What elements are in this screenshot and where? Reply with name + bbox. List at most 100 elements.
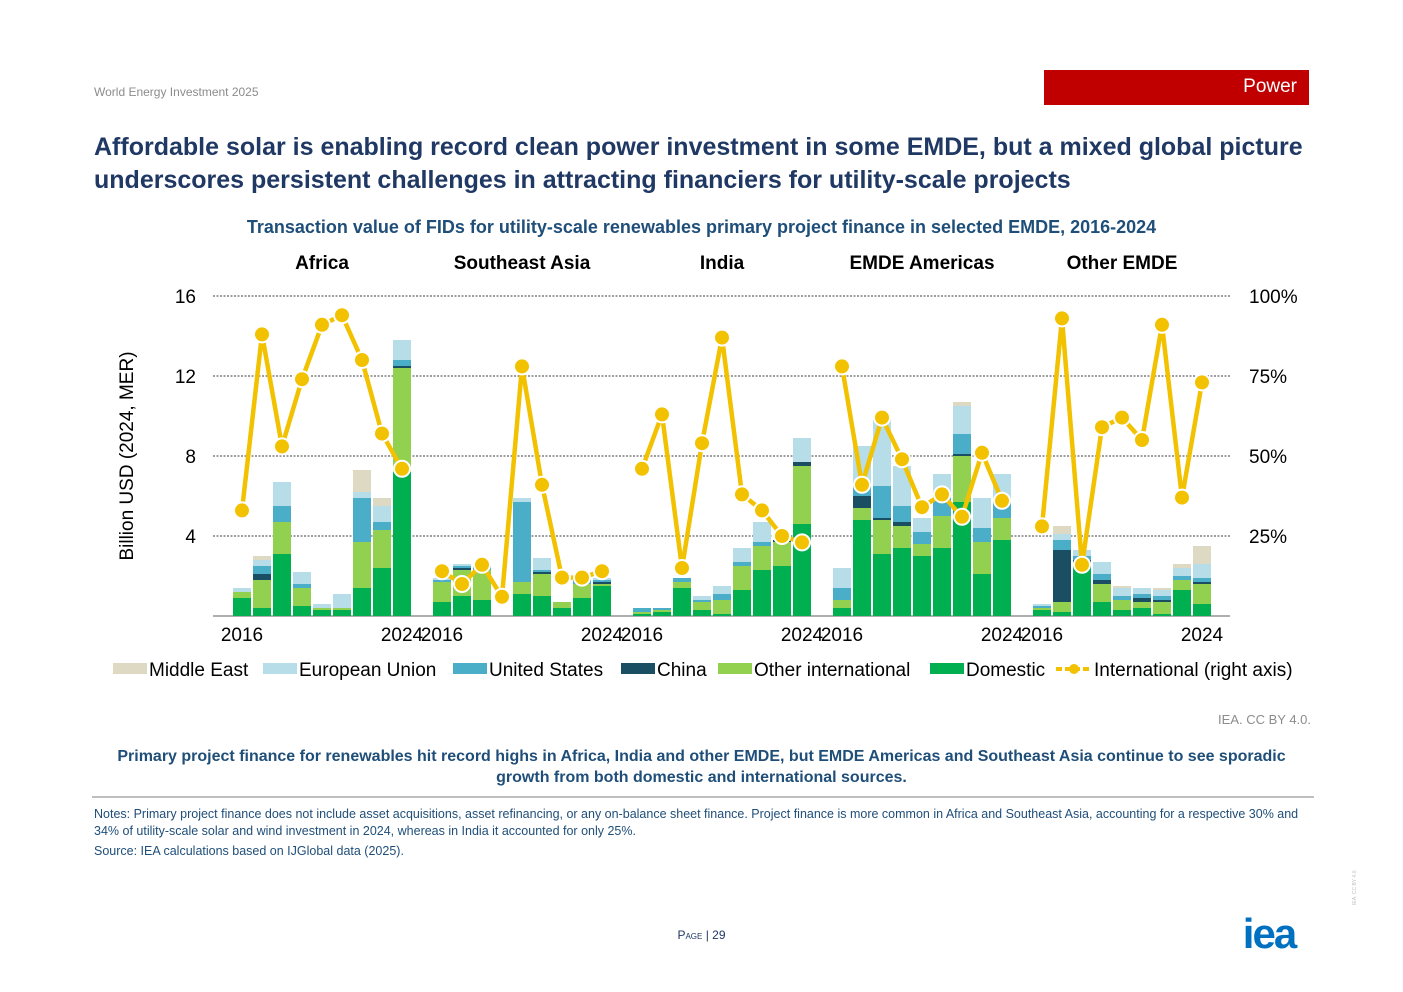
bar-segment xyxy=(1053,526,1071,534)
legend-layer: Middle East European Union United States Ch… xyxy=(113,660,1293,681)
bar-segment xyxy=(453,566,471,568)
x-tick-label: 2024 xyxy=(781,625,824,646)
line-point xyxy=(853,475,871,494)
line-point xyxy=(1073,555,1091,574)
legend-swatch xyxy=(263,663,297,674)
legend-label: United States xyxy=(489,660,603,681)
line-point xyxy=(573,568,591,587)
bar-segment xyxy=(953,502,971,616)
bar-segment xyxy=(293,606,311,616)
x-tick-label: 2024 xyxy=(581,625,624,646)
bar-segment xyxy=(513,582,531,594)
bar-segment xyxy=(373,498,391,506)
bar-segment xyxy=(1113,588,1131,596)
legend-swatch xyxy=(718,663,752,674)
bar-segment xyxy=(1113,596,1131,600)
line-point xyxy=(1153,315,1171,334)
bar-segment xyxy=(1113,586,1131,588)
bar-segment xyxy=(293,588,311,606)
bar-segment xyxy=(513,502,531,582)
bar-segment xyxy=(1093,580,1111,584)
line-point xyxy=(233,501,251,520)
bar-segment xyxy=(373,568,391,616)
y-tick-label: 16 xyxy=(175,287,196,308)
bar-segment xyxy=(1133,588,1151,594)
x-tick-label: 2016 xyxy=(621,625,663,646)
bar-segment xyxy=(393,368,411,472)
bar-segment xyxy=(713,586,731,594)
bar-segment xyxy=(333,608,351,610)
bar-segment xyxy=(233,598,251,616)
bar-segment xyxy=(833,608,851,616)
bar-segment xyxy=(273,554,291,616)
line-point xyxy=(973,443,991,462)
bar-segment xyxy=(793,438,811,462)
line-point xyxy=(533,475,551,494)
bar-segment xyxy=(253,566,271,574)
bar-segment xyxy=(253,560,271,566)
y-tick-label: 12 xyxy=(175,367,196,388)
bar-segment xyxy=(433,602,451,616)
bar-segment xyxy=(973,528,991,542)
bar-segment xyxy=(253,574,271,580)
line-point xyxy=(353,351,371,369)
bar-segment xyxy=(733,590,751,616)
bar-segment xyxy=(1153,596,1171,600)
bar-segment xyxy=(913,532,931,544)
bar-segment xyxy=(753,570,771,616)
line-point xyxy=(1133,431,1151,449)
bar-segment xyxy=(873,486,891,518)
bar-segment xyxy=(453,596,471,616)
page-title: Affordable solar is enabling record clea… xyxy=(94,133,1303,194)
y-axis-label: Billion USD (2024, MER) xyxy=(117,351,138,560)
bar-segment xyxy=(1193,578,1211,582)
line-point xyxy=(773,527,791,545)
bar-segment xyxy=(453,568,471,570)
bar-segment xyxy=(893,466,911,506)
bar-segment xyxy=(993,518,1011,540)
bar-segment xyxy=(393,340,411,360)
bar-segment xyxy=(833,588,851,600)
bar-segment xyxy=(1113,600,1131,610)
line-point xyxy=(393,459,411,478)
bar-segment xyxy=(933,548,951,616)
legend-label: China xyxy=(657,660,707,681)
credit-text: IEA. CC BY 4.0. xyxy=(1218,712,1311,727)
line-point xyxy=(753,501,771,520)
bar-segment xyxy=(1193,564,1211,578)
y2-tick-label: 25% xyxy=(1249,527,1287,548)
bar-segment xyxy=(953,456,971,502)
bar-segment xyxy=(753,542,771,546)
bar-segment xyxy=(913,556,931,616)
bar-segment xyxy=(913,544,931,556)
bar-segment xyxy=(1153,600,1171,602)
bar-segment xyxy=(273,482,291,506)
line-point xyxy=(653,405,671,424)
bar-segment xyxy=(1033,604,1051,606)
bar-segment xyxy=(1173,564,1191,568)
bar-segment xyxy=(1193,582,1211,584)
bar-segment xyxy=(853,520,871,616)
label-layer: 4 8 12 16 25% 50% 75% 100% Billion USD (2024, ME… xyxy=(117,253,1298,646)
bar-segment xyxy=(693,602,711,610)
bar-segment xyxy=(1153,590,1171,596)
bar-segment xyxy=(633,614,651,616)
bar-segment xyxy=(693,596,711,600)
bar-segment xyxy=(593,582,611,584)
bar-segment xyxy=(673,582,691,588)
bar-segment xyxy=(793,462,811,466)
line-point xyxy=(593,562,611,581)
bar-segment xyxy=(653,610,671,612)
bar-segment xyxy=(633,608,651,612)
iea-logo: iea xyxy=(1243,916,1300,952)
bar-segment xyxy=(533,572,551,574)
international-line xyxy=(239,312,404,511)
bar-segment xyxy=(293,572,311,584)
x-tick-label: 2024 xyxy=(1181,625,1224,646)
bar-segment xyxy=(573,598,591,616)
bar-segment xyxy=(953,406,971,434)
legend-label: International (right axis) xyxy=(1094,660,1293,681)
bar-segment xyxy=(1133,602,1151,608)
line-point xyxy=(373,424,391,443)
bar-segment xyxy=(353,588,371,616)
